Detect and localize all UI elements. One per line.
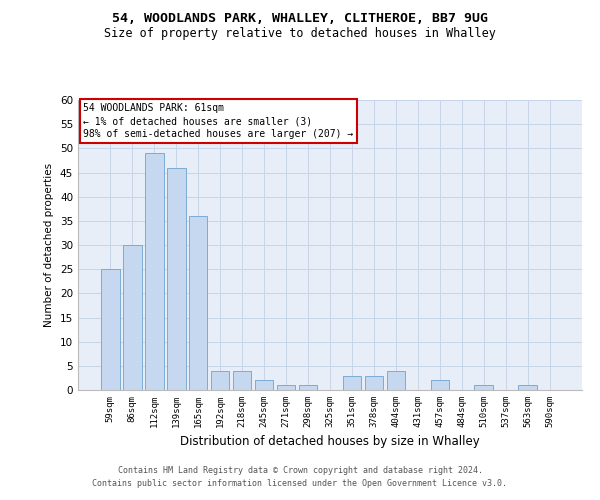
Bar xyxy=(211,370,229,390)
Text: Size of property relative to detached houses in Whalley: Size of property relative to detached ho… xyxy=(104,28,496,40)
Bar xyxy=(167,168,185,390)
Bar xyxy=(123,245,142,390)
Y-axis label: Number of detached properties: Number of detached properties xyxy=(44,163,55,327)
Bar xyxy=(343,376,361,390)
Bar xyxy=(145,153,164,390)
Bar xyxy=(101,269,119,390)
Bar xyxy=(189,216,208,390)
Bar xyxy=(518,385,537,390)
Bar xyxy=(277,385,295,390)
Bar xyxy=(365,376,383,390)
Bar xyxy=(233,370,251,390)
X-axis label: Distribution of detached houses by size in Whalley: Distribution of detached houses by size … xyxy=(180,436,480,448)
Text: Contains HM Land Registry data © Crown copyright and database right 2024.
Contai: Contains HM Land Registry data © Crown c… xyxy=(92,466,508,487)
Bar xyxy=(255,380,274,390)
Bar xyxy=(386,370,405,390)
Text: 54, WOODLANDS PARK, WHALLEY, CLITHEROE, BB7 9UG: 54, WOODLANDS PARK, WHALLEY, CLITHEROE, … xyxy=(112,12,488,26)
Text: 54 WOODLANDS PARK: 61sqm
← 1% of detached houses are smaller (3)
98% of semi-det: 54 WOODLANDS PARK: 61sqm ← 1% of detache… xyxy=(83,103,353,140)
Bar xyxy=(475,385,493,390)
Bar xyxy=(299,385,317,390)
Bar xyxy=(431,380,449,390)
